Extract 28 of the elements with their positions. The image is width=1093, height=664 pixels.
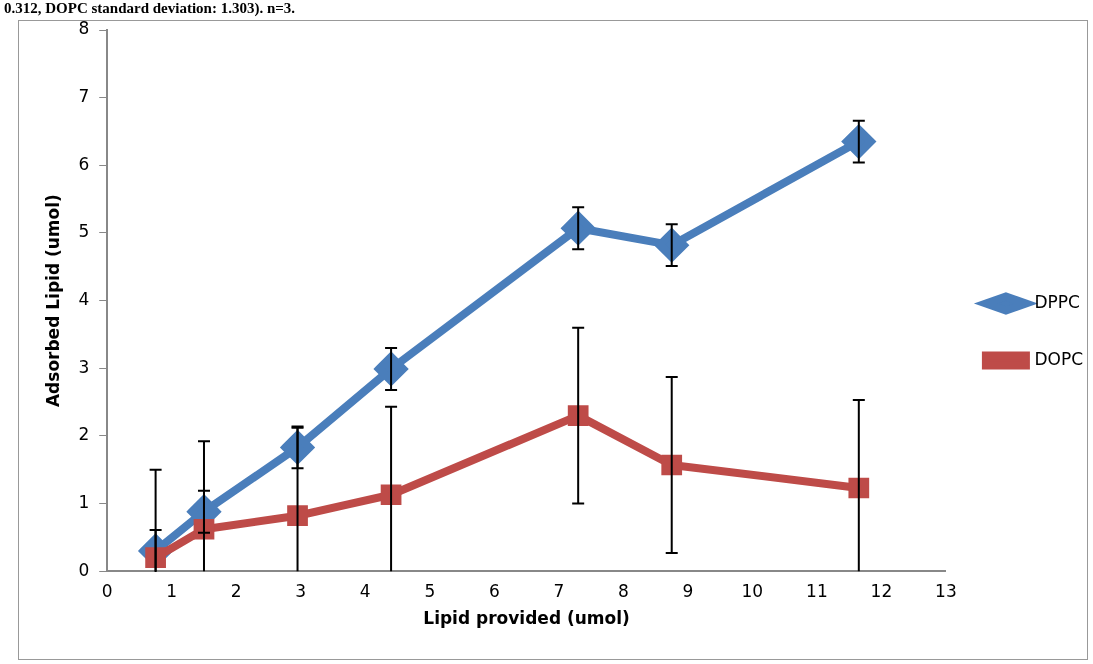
x-tick-label: 7 <box>553 580 565 601</box>
x-tick-label: 3 <box>295 580 307 601</box>
x-tick-label: 6 <box>488 580 500 601</box>
x-tick-label: 2 <box>230 580 242 601</box>
x-tick-label: 8 <box>617 580 629 601</box>
x-tick-label: 5 <box>424 580 436 601</box>
y-axis-title: Adsorbed Lipid (umol) <box>42 194 63 408</box>
x-tick-label: 12 <box>870 580 893 601</box>
y-tick-label: 5 <box>78 221 90 242</box>
x-tick-label: 4 <box>359 580 371 601</box>
x-tick-label: 0 <box>101 580 113 601</box>
y-tick-label: 7 <box>78 86 90 107</box>
text: 0.312, DOPC standard deviation: 1.303). n=3. <box>4 0 296 17</box>
x-tick-label: 10 <box>741 580 764 601</box>
y-tick-label: 2 <box>78 424 90 445</box>
y-tick-label: 8 <box>78 18 90 39</box>
y-tick-label: 6 <box>78 153 90 174</box>
x-tick-label: 13 <box>935 580 957 601</box>
y-tick-label: 0 <box>78 559 90 580</box>
x-tick-label: 11 <box>806 580 828 601</box>
y-tick-label: 4 <box>78 289 90 310</box>
y-tick-label: 1 <box>78 491 90 512</box>
legend-label: DOPC <box>1034 348 1083 369</box>
x-axis-title: Lipid provided (umol) <box>423 608 630 629</box>
legend-label: DPPC <box>1034 291 1080 312</box>
x-tick-label: 1 <box>166 580 178 601</box>
y-tick-label: 3 <box>78 356 90 377</box>
x-tick-label: 9 <box>682 580 694 601</box>
